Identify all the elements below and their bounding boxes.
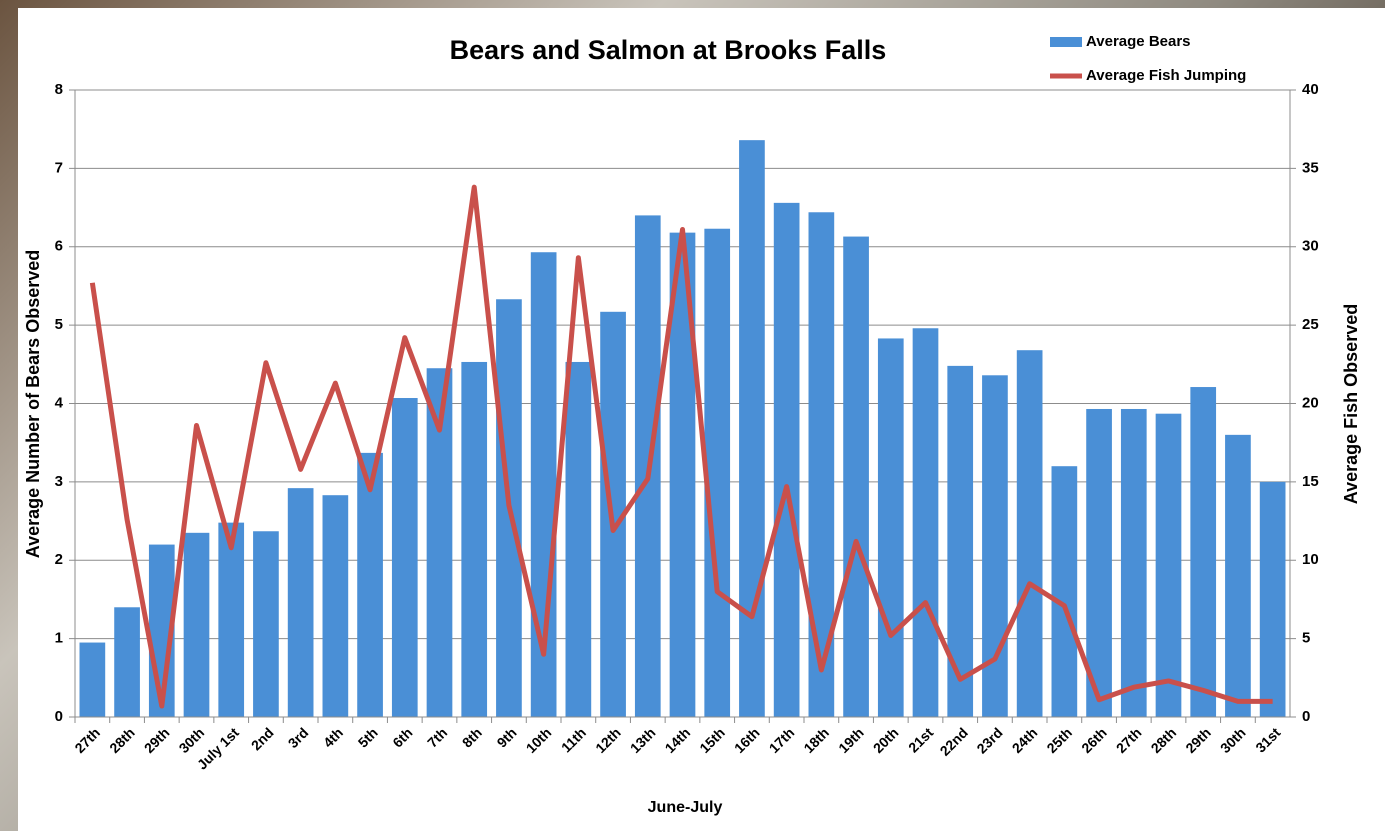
bar [253, 531, 279, 717]
bar [774, 203, 800, 717]
y2-tick-label: 5 [1302, 630, 1310, 647]
y2-tick-label: 30 [1302, 238, 1319, 255]
bar [1190, 387, 1216, 717]
bar [80, 643, 106, 717]
y2-tick-label: 15 [1302, 473, 1319, 490]
bar [288, 488, 314, 717]
y-tick-label: 5 [55, 316, 63, 333]
y-tick-label: 0 [55, 708, 63, 725]
y2-axis-label: Average Fish Observed [1341, 304, 1361, 504]
bar [323, 495, 349, 717]
bar [1052, 466, 1078, 717]
bar [218, 523, 244, 717]
x-axis-label: June-July [648, 799, 723, 816]
y-tick-label: 7 [55, 159, 63, 176]
y-axis-label: Average Number of Bears Observed [23, 250, 43, 558]
y-tick-label: 4 [55, 394, 64, 411]
bar [1017, 350, 1043, 717]
y2-tick-label: 10 [1302, 551, 1319, 568]
bar [114, 607, 140, 717]
legend-label: Average Bears [1086, 33, 1191, 50]
bar [1121, 409, 1147, 717]
bar [878, 338, 904, 717]
bar [1225, 435, 1251, 717]
y-tick-label: 6 [55, 238, 63, 255]
chart-title: Bears and Salmon at Brooks Falls [450, 35, 887, 65]
legend-swatch [1050, 37, 1082, 47]
y-tick-label: 3 [55, 473, 63, 490]
bar [739, 140, 765, 717]
y2-tick-label: 40 [1302, 81, 1319, 98]
bar [357, 453, 383, 717]
page: Bears and Salmon at Brooks Falls June-Ju… [0, 0, 1385, 831]
y2-tick-label: 35 [1302, 159, 1319, 176]
chart: Bears and Salmon at Brooks Falls June-Ju… [0, 0, 1385, 831]
bar [392, 398, 418, 717]
legend-label: Average Fish Jumping [1086, 67, 1246, 84]
y2-tick-label: 0 [1302, 708, 1310, 725]
y-tick-label: 2 [55, 551, 63, 568]
y-tick-label: 8 [55, 81, 63, 98]
bar [843, 237, 869, 717]
y-tick-label: 1 [55, 630, 63, 647]
y2-tick-label: 25 [1302, 316, 1319, 333]
bar [566, 362, 592, 717]
bar [1156, 414, 1182, 717]
y2-tick-label: 20 [1302, 394, 1319, 411]
bar [1260, 482, 1286, 717]
bar [913, 328, 939, 717]
bar [461, 362, 487, 717]
bar [184, 533, 210, 717]
